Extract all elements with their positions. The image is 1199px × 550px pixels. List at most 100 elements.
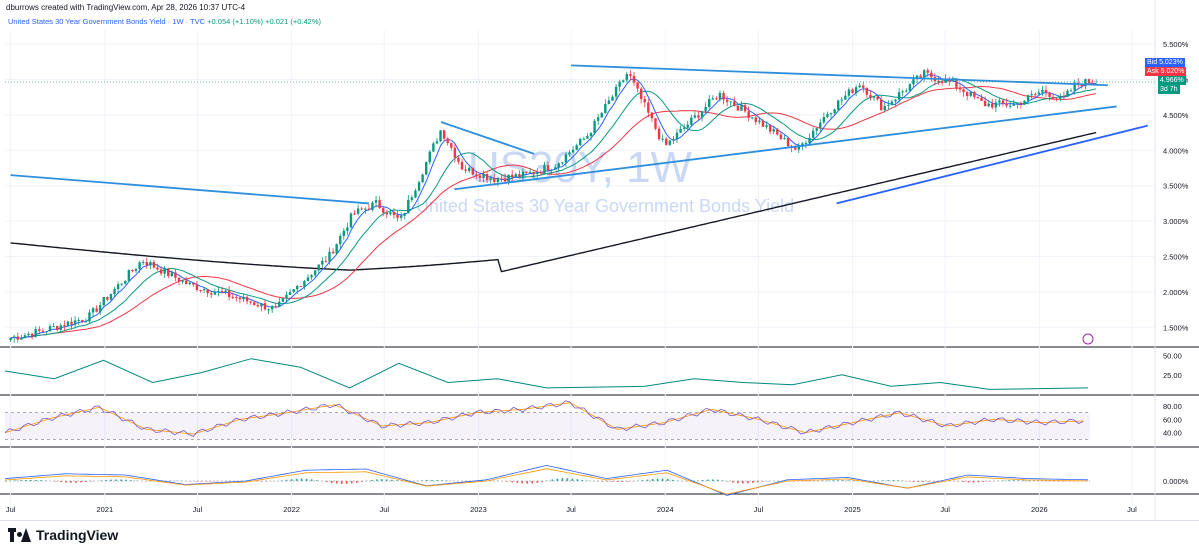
candle-body [45, 331, 47, 332]
candle-body [425, 162, 427, 174]
candle-body [658, 129, 660, 139]
macd-histogram-bar [737, 481, 739, 483]
candle-body [529, 172, 531, 173]
x-tick-label: Jul [1127, 505, 1137, 514]
macd-histogram-bar [622, 481, 624, 482]
candle-body [701, 111, 703, 117]
candle-body [393, 212, 395, 215]
candle-body [830, 113, 832, 114]
candle-body [783, 138, 785, 139]
candle-body [522, 172, 524, 177]
candle-body [518, 174, 520, 177]
x-tick-label: 2026 [1031, 505, 1048, 514]
candle-body [930, 73, 932, 77]
macd-histogram-bar [125, 480, 127, 481]
candle-body [128, 270, 130, 281]
candle-body [844, 96, 846, 100]
y-tick-label: 2.500% [1163, 253, 1189, 262]
candle-body [407, 200, 409, 213]
candle-body [457, 158, 459, 162]
macd-histogram-bar [316, 480, 318, 481]
macd-histogram-bar [672, 480, 674, 481]
macd-histogram-bar [5, 481, 7, 482]
macd-histogram-bar [567, 478, 569, 481]
candle-body [493, 178, 495, 182]
candle-body [712, 98, 714, 99]
candle-body [56, 326, 58, 330]
candle-body [343, 231, 345, 236]
macd-histogram-bar [441, 480, 443, 481]
candle-body [1052, 97, 1054, 99]
candle-body [644, 99, 646, 102]
x-tick-label: Jul [379, 505, 389, 514]
candle-body [572, 150, 574, 153]
macd-histogram-bar [657, 479, 659, 481]
candle-body [199, 290, 201, 291]
macd-histogram-bar [281, 480, 283, 481]
candle-body [267, 309, 269, 310]
macd-histogram-bar [827, 480, 829, 481]
candle-body [568, 152, 570, 154]
candle-body [357, 209, 359, 214]
x-tick-label: Jul [754, 505, 764, 514]
candle-body [314, 270, 316, 275]
candle-body [558, 163, 560, 167]
rsi-tick-label: 80.00 [1163, 402, 1182, 411]
candle-body [497, 178, 499, 182]
candle-body [432, 143, 434, 151]
candle-body [532, 172, 534, 174]
candle-body [687, 125, 689, 128]
candle-body [884, 106, 886, 110]
candle-body [282, 298, 284, 302]
macd-histogram-bar [968, 481, 970, 482]
candle-body [1023, 101, 1025, 105]
candle-body [923, 70, 925, 77]
candle-body [178, 278, 180, 282]
candle-body [977, 97, 979, 98]
macd-histogram-bar [647, 480, 649, 481]
candle-body [737, 106, 739, 111]
macd-histogram-bar [371, 480, 373, 481]
candle-body [751, 117, 753, 118]
lightning-icon [1083, 334, 1093, 344]
candle-body [246, 297, 248, 301]
candle-body [819, 122, 821, 128]
candle-body [364, 209, 366, 210]
candle-body [812, 131, 814, 138]
candle-body [74, 320, 76, 325]
candle-body [400, 216, 402, 218]
macd-histogram-bar [376, 479, 378, 481]
candle-body [149, 262, 151, 265]
candle-body [396, 215, 398, 218]
candle-body [120, 284, 122, 285]
tradingview-brand[interactable]: TradingView [8, 527, 118, 543]
candle-body [823, 117, 825, 122]
macd-histogram-bar [426, 480, 428, 481]
macd-histogram-bar [918, 481, 920, 482]
candle-body [511, 175, 513, 177]
candle-body [447, 138, 449, 143]
candle-body [808, 138, 810, 143]
macd-histogram-bar [511, 481, 513, 482]
ask-price-label: Ask 5.020% [1145, 67, 1186, 76]
macd-histogram-bar [80, 481, 82, 482]
candle-body [575, 145, 577, 150]
macd-histogram-bar [1018, 480, 1020, 481]
x-tick-label: Jul [566, 505, 576, 514]
macd-histogram-bar [642, 480, 644, 481]
candle-body [13, 337, 15, 338]
candle-body [887, 105, 889, 106]
macd-histogram-bar [762, 481, 764, 482]
macd-histogram-bar [973, 481, 975, 482]
candle-body [1027, 95, 1029, 100]
rsi-tick-label: 60.00 [1163, 415, 1182, 424]
candle-body [171, 272, 173, 276]
candle-body [450, 143, 452, 148]
candle-body [468, 168, 470, 171]
candle-body [235, 297, 237, 298]
macd-histogram-bar [35, 480, 37, 481]
macd-histogram-bar [311, 479, 313, 481]
macd-histogram-bar [331, 481, 333, 483]
candle-body [217, 291, 219, 292]
